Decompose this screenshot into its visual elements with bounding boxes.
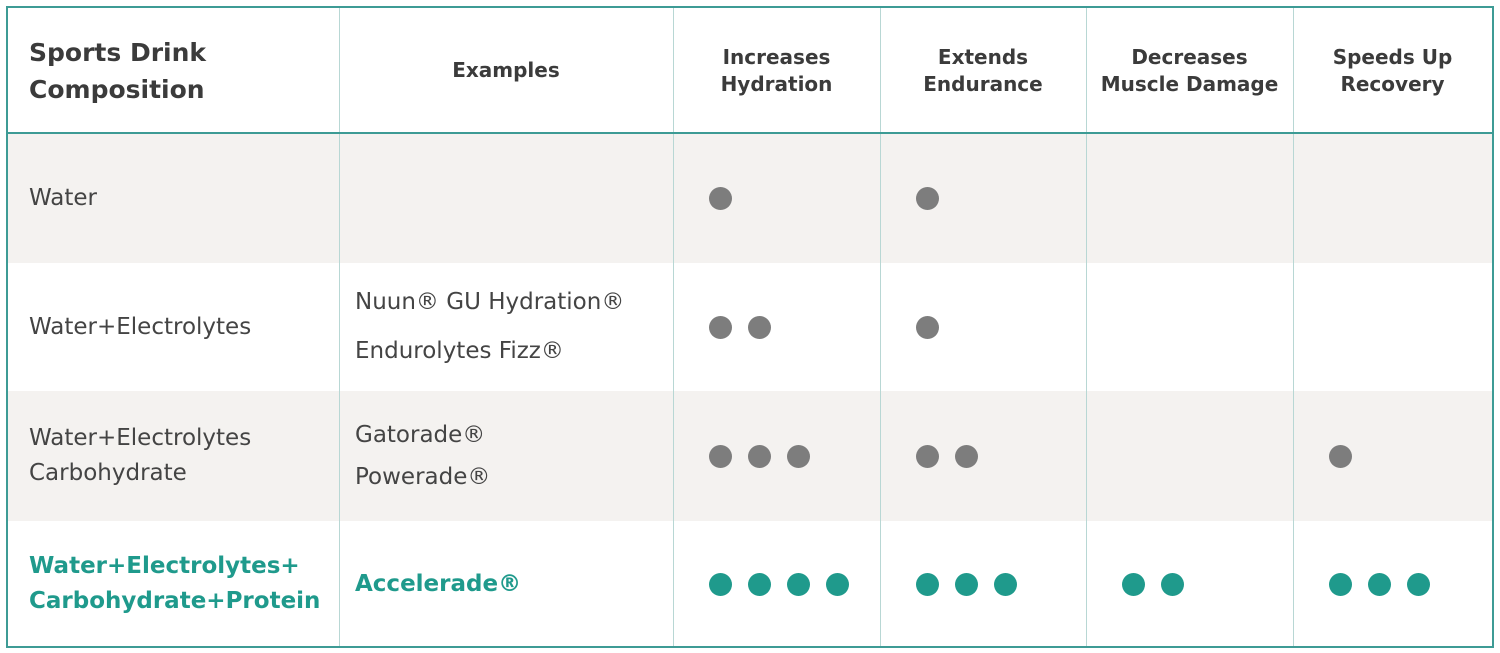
text-line: Water+Electrolytes [29,425,252,451]
header-cell: Extends Endurance [880,8,1086,133]
row-background [8,133,1492,263]
row-examples: Gatorade® Powerade® [339,391,673,521]
row-name: Water+Electrolytes+ Carbohydrate+Protein [8,521,339,646]
dot [709,445,732,468]
dot [787,572,810,596]
dot [709,316,732,339]
text-line: Decreases [1131,44,1248,69]
dot [955,572,978,596]
row-name: Water+Electrolytes [8,263,339,391]
text-line: Nuun® GU Hydration® [355,289,625,315]
text-line: Water+Electrolytes+ [29,552,300,579]
dot [916,316,939,339]
text-line: Water+Electrolytes [29,313,252,340]
text-line: Examples [452,58,560,82]
text-line: Hydration [720,71,833,96]
column-divider [339,8,340,646]
dot [748,316,771,339]
text-line: Composition [29,74,205,104]
text-line: Recovery [1340,71,1445,96]
dot [1161,572,1184,596]
dot [748,572,771,596]
dot [916,445,939,468]
dot [826,572,849,596]
header-cell: Decreases Muscle Damage [1086,8,1293,133]
dot [955,445,978,468]
text-line: Extends [937,44,1029,69]
text-line: Powerade® [355,464,491,490]
text-line: Endurance [923,71,1043,96]
text-line: Endurolytes Fizz® [355,338,564,364]
column-divider [673,8,674,646]
text-line: Muscle Damage [1100,71,1279,96]
dot [994,572,1017,596]
header-cell: Sports Drink Composition [8,8,339,133]
row-examples [339,133,673,263]
header-divider [8,132,1492,134]
column-divider [880,8,881,646]
column-divider [1086,8,1087,646]
comparison-table: Sports Drink Composition Examples Increases… [6,6,1494,648]
row-name: Water [8,133,339,263]
text-line: Accelerade® [355,570,522,597]
dot [1329,572,1352,596]
text-line: Gatorade® [355,422,486,448]
dot [916,187,939,210]
dot [709,187,732,210]
dot [1122,572,1145,596]
text-line: Carbohydrate [29,460,187,486]
column-divider [1293,8,1294,646]
header-cell: Increases Hydration [673,8,880,133]
dot [916,572,939,596]
dot [1368,572,1391,596]
dot [709,572,732,596]
dot [787,445,810,468]
row-examples: Accelerade® [339,521,673,646]
dot [1407,572,1430,596]
dot [1329,445,1352,468]
header-cell: Speeds Up Recovery [1293,8,1492,133]
header-cell: Examples [339,8,673,133]
row-examples: Nuun® GU Hydration® Endurolytes Fizz® [339,263,673,391]
dot [748,445,771,468]
text-line: Increases [722,44,831,69]
text-line: Water [29,184,97,211]
text-line: Sports Drink [29,37,207,67]
text-line: Speeds Up [1332,44,1453,69]
text-line: Carbohydrate+Protein [29,587,321,614]
row-name: Water+Electrolytes Carbohydrate [8,391,339,521]
